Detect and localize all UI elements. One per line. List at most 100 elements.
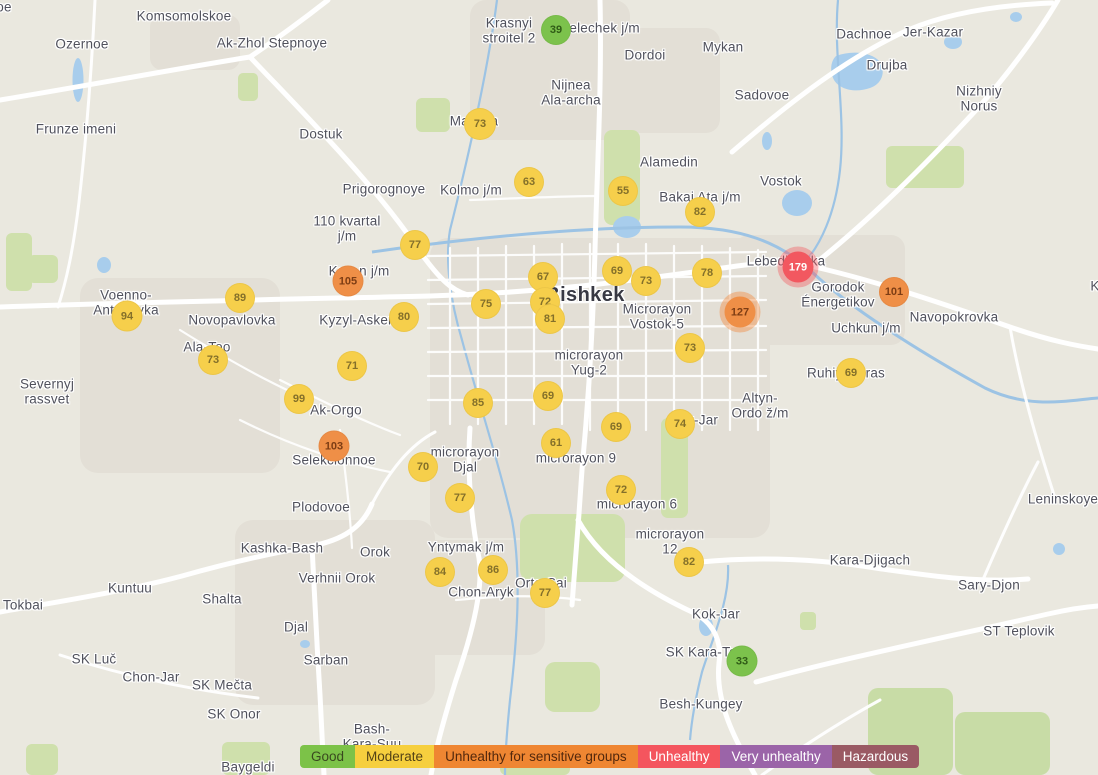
aqi-marker[interactable]: 67: [528, 262, 558, 292]
aqi-marker[interactable]: 77: [530, 578, 560, 608]
place-label: Baygeldi: [221, 759, 275, 775]
place-label: oe: [0, 0, 12, 15]
place-label: Orok: [359, 544, 391, 560]
aqi-marker[interactable]: 73: [675, 333, 705, 363]
aqi-marker[interactable]: 74: [665, 409, 695, 439]
place-label: microrayon Yug-2: [554, 347, 624, 377]
place-label: ST Teplovik: [983, 623, 1055, 639]
place-label: Navopokrovka: [909, 309, 999, 325]
place-label: Kuntuu: [108, 580, 152, 596]
place-label: Kok-Jar: [692, 606, 740, 622]
place-label: Dachnoe: [836, 26, 892, 42]
place-label: Plodovoe: [292, 499, 350, 515]
legend-item-good: Good: [300, 745, 356, 768]
aqi-marker[interactable]: 61: [541, 428, 571, 458]
city-label: Bishkek: [545, 284, 625, 307]
place-label: Ozernoe: [55, 36, 109, 52]
place-label: Mykan: [702, 39, 744, 55]
legend-item-moderate: Moderate: [355, 745, 435, 768]
aqi-marker[interactable]: 99: [284, 384, 314, 414]
place-label: K: [1090, 278, 1098, 294]
aqi-marker[interactable]: 77: [400, 230, 430, 260]
place-label: Drujba: [866, 57, 908, 73]
place-label: 110 kvartal j/m: [313, 213, 381, 243]
place-label: microrayon 12: [635, 526, 705, 556]
place-label: Uchkun j/m: [831, 320, 901, 336]
aqi-marker[interactable]: 101: [879, 277, 909, 307]
place-label: Frunze imeni: [35, 121, 117, 137]
place-label: Leninskoye: [1027, 491, 1098, 507]
place-label: Shalta: [202, 591, 242, 607]
aqi-marker[interactable]: 78: [692, 258, 722, 288]
aqi-marker[interactable]: 73: [631, 266, 661, 296]
place-label: microrayon Djal: [430, 444, 500, 474]
aqi-marker[interactable]: 81: [535, 304, 565, 334]
place-label: Dordoi: [624, 47, 666, 63]
aqi-marker[interactable]: 73: [464, 108, 496, 140]
place-label: Nizhniy Norus: [956, 83, 1002, 113]
place-label: Krasnyi stroitel 2: [482, 15, 536, 45]
place-label: Kara-Djigach: [829, 552, 911, 568]
aqi-marker[interactable]: 77: [445, 483, 475, 513]
aqi-marker[interactable]: 69: [601, 412, 631, 442]
aqi-marker[interactable]: 179: [782, 251, 814, 283]
place-label: Ak-Orgo: [310, 402, 362, 418]
aqi-marker[interactable]: 82: [685, 197, 715, 227]
aqi-marker[interactable]: 70: [408, 452, 438, 482]
place-label: Sadovoe: [734, 87, 790, 103]
legend-item-unhealthy-for-sensitive-groups: Unhealthy for sensitive groups: [434, 745, 638, 768]
aqi-marker[interactable]: 63: [514, 167, 544, 197]
aqi-legend: Good Moderate Unhealthy for sensitive grou…: [300, 745, 920, 768]
place-label: Chon-Aryk: [448, 584, 514, 600]
place-label: Novopavlovka: [188, 312, 276, 328]
place-label: Prigorognoye: [342, 181, 426, 197]
aqi-marker[interactable]: 105: [332, 265, 364, 297]
aqi-marker[interactable]: 127: [724, 296, 756, 328]
aqi-marker[interactable]: 85: [463, 388, 493, 418]
place-label: SK Mečta: [191, 677, 253, 693]
aqi-marker[interactable]: 84: [425, 557, 455, 587]
place-label: Microrayon Vostok-5: [622, 301, 692, 331]
place-label: Komsomolskoe: [136, 8, 232, 24]
aqi-marker[interactable]: 33: [726, 645, 758, 677]
place-label: Alamedin: [640, 154, 698, 170]
legend-item-unhealthy: Unhealthy: [637, 745, 721, 768]
aqi-marker[interactable]: 86: [478, 555, 508, 585]
place-label: Jer-Kazar: [902, 24, 964, 40]
aqi-marker[interactable]: 71: [337, 351, 367, 381]
aqi-marker[interactable]: 69: [602, 256, 632, 286]
place-label: Nijnea Ala-archa: [541, 77, 601, 107]
place-label: Kashka-Bash: [240, 540, 324, 556]
aqi-marker[interactable]: 82: [674, 547, 704, 577]
aqi-marker[interactable]: 75: [471, 289, 501, 319]
place-label: Dostuk: [299, 126, 343, 142]
place-label: Ak-Zhol Stepnoye: [216, 35, 328, 51]
aqi-marker[interactable]: 69: [533, 381, 563, 411]
aqi-marker[interactable]: 80: [389, 302, 419, 332]
place-label: Kyzyl-Asker: [319, 312, 393, 328]
aqi-marker[interactable]: 103: [318, 430, 350, 462]
aqi-marker[interactable]: 89: [225, 283, 255, 313]
place-label: Djal: [283, 619, 309, 635]
legend-item-very-unhealthy: Very unhealthy: [720, 745, 832, 768]
place-label: SK Onor: [207, 706, 261, 722]
place-label: Gorodok Énergetikov: [801, 279, 875, 309]
aqi-marker[interactable]: 73: [198, 345, 228, 375]
place-label: Sarban: [303, 652, 349, 668]
place-label: Besh-Kungey: [659, 696, 743, 712]
legend-item-hazardous: Hazardous: [831, 745, 920, 768]
place-label: SK Luč: [71, 651, 117, 667]
place-label: Kelechek j/m: [560, 20, 640, 36]
place-label: Verhnii Orok: [298, 570, 376, 586]
place-label: Sary-Djon: [958, 577, 1020, 593]
aqi-marker[interactable]: 72: [606, 475, 636, 505]
aqi-marker[interactable]: 69: [836, 358, 866, 388]
place-label: Altyn- Ordo ž/m: [731, 390, 789, 420]
place-label: Severnyj rassvet: [19, 376, 75, 406]
place-label: Kolmo j/m: [440, 182, 502, 198]
place-label: Yntymak j/m: [427, 539, 505, 555]
aqi-marker[interactable]: 94: [111, 300, 143, 332]
aqi-marker[interactable]: 39: [541, 15, 571, 45]
aqi-marker[interactable]: 55: [608, 176, 638, 206]
